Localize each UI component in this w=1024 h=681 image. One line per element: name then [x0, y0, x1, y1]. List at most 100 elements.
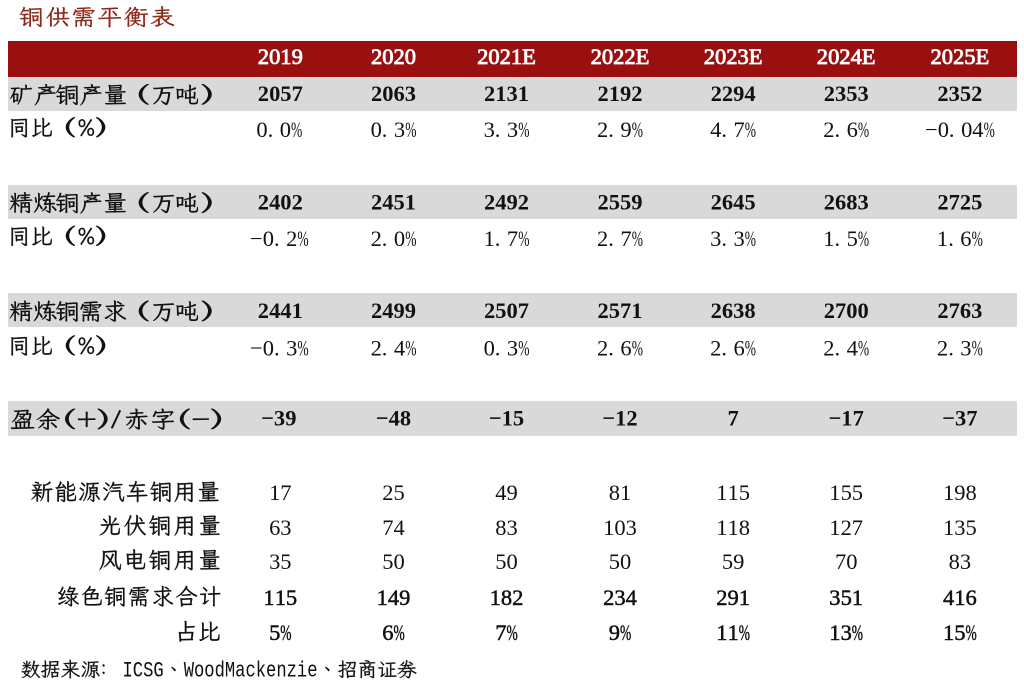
svg-text:%: %	[632, 336, 643, 361]
svg-text:%: %	[632, 226, 643, 251]
svg-text:−0.04: −0.04	[925, 117, 984, 142]
svg-text:2492: 2492	[484, 189, 529, 214]
svg-text:%: %	[739, 620, 750, 645]
svg-text:−48: −48	[376, 406, 411, 431]
svg-text:%: %	[518, 336, 529, 361]
svg-text:−39: −39	[261, 406, 296, 431]
svg-text:416: 416	[943, 585, 977, 610]
svg-text:4.7: 4.7	[710, 117, 745, 142]
svg-text:2725: 2725	[937, 189, 982, 214]
svg-text:2024E: 2024E	[817, 44, 876, 69]
svg-text:%: %	[858, 118, 869, 143]
svg-text:2.9: 2.9	[597, 117, 632, 142]
svg-text:2638: 2638	[711, 298, 756, 323]
svg-text:2451: 2451	[371, 189, 416, 214]
svg-text:7: 7	[728, 406, 739, 431]
svg-text:1.7: 1.7	[484, 226, 519, 251]
svg-text:3.3: 3.3	[710, 226, 745, 251]
svg-text:234: 234	[603, 585, 637, 610]
svg-text:2023E: 2023E	[704, 44, 763, 69]
svg-text:2.3: 2.3	[937, 335, 972, 360]
svg-text:103: 103	[603, 515, 637, 540]
svg-text:182: 182	[490, 585, 524, 610]
svg-text:74: 74	[382, 515, 405, 540]
svg-text:9: 9	[609, 620, 620, 645]
svg-text:%: %	[405, 336, 416, 361]
svg-text:291: 291	[716, 585, 750, 610]
svg-text:%: %	[984, 118, 995, 143]
svg-text:2294: 2294	[711, 81, 756, 106]
svg-text:%: %	[507, 620, 518, 645]
svg-text:118: 118	[716, 515, 750, 540]
svg-text:2192: 2192	[598, 81, 643, 106]
svg-text:2020: 2020	[371, 44, 416, 69]
svg-text:%: %	[858, 336, 869, 361]
svg-text:2507: 2507	[484, 298, 529, 323]
svg-text:127: 127	[829, 515, 863, 540]
svg-text:2063: 2063	[371, 81, 416, 106]
svg-text:%: %	[518, 226, 529, 251]
svg-text:%: %	[972, 336, 983, 361]
svg-text:81: 81	[609, 480, 631, 505]
svg-text:%: %	[280, 620, 291, 645]
svg-text:%: %	[394, 620, 405, 645]
svg-text:2.7: 2.7	[597, 226, 632, 251]
svg-text:135: 135	[943, 515, 977, 540]
svg-text:1.6: 1.6	[937, 226, 972, 251]
svg-text:2700: 2700	[824, 298, 869, 323]
svg-text:15: 15	[943, 620, 966, 645]
svg-text:2.4: 2.4	[823, 335, 858, 360]
svg-text:2.6: 2.6	[823, 117, 858, 142]
svg-text:70: 70	[835, 549, 857, 574]
svg-text:−0.2: −0.2	[250, 226, 297, 251]
svg-text:−12: −12	[602, 406, 637, 431]
svg-text:2763: 2763	[937, 298, 982, 323]
svg-text:%: %	[297, 226, 308, 251]
svg-text:59: 59	[722, 549, 744, 574]
svg-text:2.4: 2.4	[371, 335, 406, 360]
svg-text:0.3: 0.3	[484, 335, 519, 360]
svg-text:155: 155	[829, 480, 863, 505]
svg-text:2559: 2559	[598, 189, 643, 214]
svg-text:%: %	[632, 118, 643, 143]
svg-text:2019: 2019	[258, 44, 303, 69]
svg-text:5: 5	[269, 620, 280, 645]
svg-text:3.3: 3.3	[484, 117, 519, 142]
svg-text:%: %	[966, 620, 977, 645]
svg-text:2.0: 2.0	[371, 226, 406, 251]
svg-text:2025E: 2025E	[931, 44, 990, 69]
svg-text:%: %	[858, 226, 869, 251]
svg-text:%: %	[291, 118, 302, 143]
svg-text:11: 11	[716, 620, 739, 645]
svg-text:351: 351	[829, 585, 863, 610]
svg-text:50: 50	[495, 549, 518, 574]
svg-text:50: 50	[382, 549, 405, 574]
svg-text:2.6: 2.6	[597, 335, 632, 360]
svg-text:−17: −17	[829, 406, 864, 431]
svg-text:2441: 2441	[258, 298, 303, 323]
svg-text:2571: 2571	[598, 298, 643, 323]
svg-text:2352: 2352	[937, 81, 982, 106]
svg-text:1.5: 1.5	[823, 226, 858, 251]
svg-text:6: 6	[382, 620, 393, 645]
svg-text:0.3: 0.3	[371, 117, 406, 142]
svg-text:35: 35	[269, 549, 291, 574]
svg-text:7: 7	[495, 620, 506, 645]
svg-text:%: %	[745, 226, 756, 251]
svg-text:0.0: 0.0	[256, 117, 291, 142]
svg-text:2353: 2353	[824, 81, 869, 106]
svg-text:115: 115	[716, 480, 750, 505]
svg-text:2021E: 2021E	[477, 44, 536, 69]
svg-text:ICSG: ICSG	[123, 658, 164, 681]
svg-text:17: 17	[269, 480, 291, 505]
svg-text:115: 115	[263, 585, 297, 610]
svg-text:198: 198	[943, 480, 977, 505]
svg-text:83: 83	[949, 549, 972, 574]
svg-text:WoodMackenzie: WoodMackenzie	[184, 658, 318, 681]
svg-text:2683: 2683	[824, 189, 869, 214]
svg-text:%: %	[972, 226, 983, 251]
svg-text:2057: 2057	[258, 81, 303, 106]
svg-text:−15: −15	[489, 406, 524, 431]
svg-text:%: %	[518, 118, 529, 143]
svg-text:63: 63	[269, 515, 291, 540]
